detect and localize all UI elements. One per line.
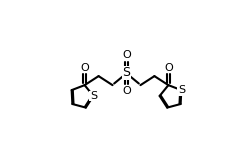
- Text: S: S: [122, 66, 130, 79]
- Text: O: O: [163, 63, 172, 73]
- Text: O: O: [80, 63, 89, 73]
- Text: O: O: [122, 86, 130, 96]
- Text: O: O: [122, 50, 130, 60]
- Text: S: S: [89, 91, 97, 101]
- Text: S: S: [177, 85, 184, 95]
